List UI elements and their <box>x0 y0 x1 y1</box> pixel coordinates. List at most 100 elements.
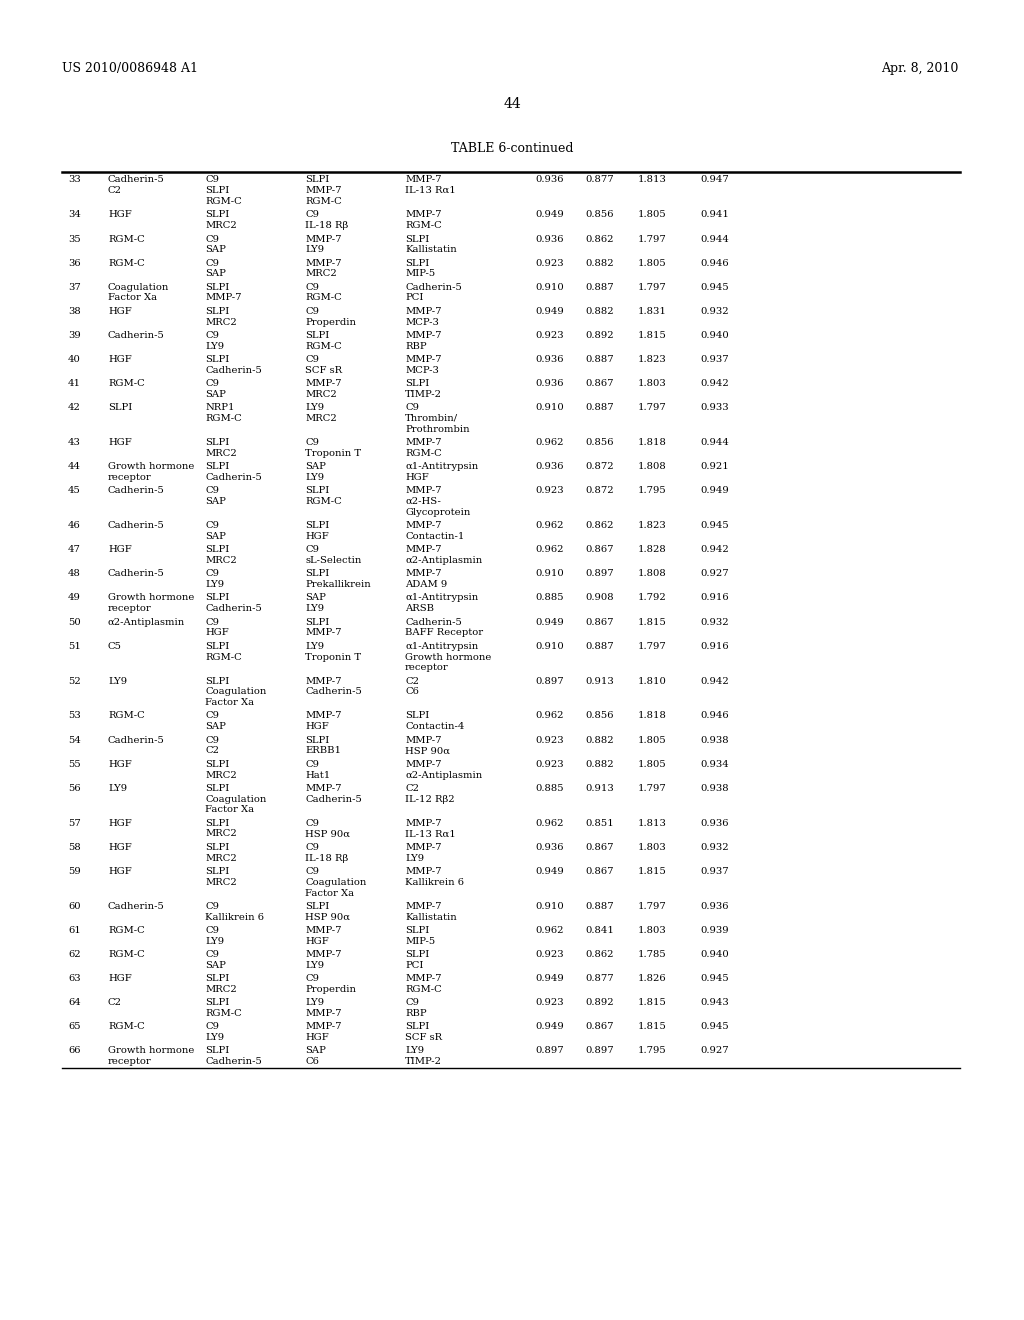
Text: 0.927: 0.927 <box>700 569 729 578</box>
Text: RGM-C: RGM-C <box>305 293 342 302</box>
Text: Growth hormone: Growth hormone <box>108 594 195 602</box>
Text: MRC2: MRC2 <box>205 771 237 780</box>
Text: HGF: HGF <box>108 355 132 364</box>
Text: C9: C9 <box>205 569 219 578</box>
Text: MRC2: MRC2 <box>305 414 337 422</box>
Text: LY9: LY9 <box>108 677 127 685</box>
Text: 0.942: 0.942 <box>700 545 729 554</box>
Text: SAP: SAP <box>205 532 226 541</box>
Text: C2: C2 <box>406 677 419 685</box>
Text: C9: C9 <box>305 760 319 768</box>
Text: 0.937: 0.937 <box>700 867 729 876</box>
Text: 0.910: 0.910 <box>535 569 564 578</box>
Text: C9: C9 <box>305 210 319 219</box>
Text: Prekallikrein: Prekallikrein <box>305 581 371 589</box>
Text: 0.841: 0.841 <box>585 925 613 935</box>
Text: 1.815: 1.815 <box>638 331 667 339</box>
Text: α2-Antiplasmin: α2-Antiplasmin <box>406 771 482 780</box>
Text: 0.947: 0.947 <box>700 176 729 185</box>
Text: SCF sR: SCF sR <box>305 366 342 375</box>
Text: 38: 38 <box>68 306 81 315</box>
Text: Kallikrein 6: Kallikrein 6 <box>406 878 464 887</box>
Text: 0.923: 0.923 <box>535 331 563 339</box>
Text: Factor Xa: Factor Xa <box>305 888 354 898</box>
Text: SCF sR: SCF sR <box>406 1034 442 1041</box>
Text: 1.815: 1.815 <box>638 867 667 876</box>
Text: SLPI: SLPI <box>205 210 229 219</box>
Text: ERBB1: ERBB1 <box>305 746 341 755</box>
Text: MIP-5: MIP-5 <box>406 269 435 279</box>
Text: RGM-C: RGM-C <box>108 711 144 721</box>
Text: 43: 43 <box>68 438 81 447</box>
Text: MMP-7: MMP-7 <box>406 842 441 851</box>
Text: LY9: LY9 <box>205 342 224 351</box>
Text: 44: 44 <box>68 462 81 471</box>
Text: 0.892: 0.892 <box>585 998 613 1007</box>
Text: LY9: LY9 <box>305 246 325 255</box>
Text: 0.941: 0.941 <box>700 210 729 219</box>
Text: receptor: receptor <box>108 605 152 614</box>
Text: Cadherin-5: Cadherin-5 <box>305 795 361 804</box>
Text: US 2010/0086948 A1: US 2010/0086948 A1 <box>62 62 198 75</box>
Text: 1.818: 1.818 <box>638 438 667 447</box>
Text: SLPI: SLPI <box>205 306 229 315</box>
Text: 0.936: 0.936 <box>535 842 563 851</box>
Text: LY9: LY9 <box>305 642 325 651</box>
Text: 42: 42 <box>68 403 81 412</box>
Text: HGF: HGF <box>406 473 429 482</box>
Text: C9: C9 <box>305 974 319 983</box>
Text: SLPI: SLPI <box>108 403 132 412</box>
Text: 0.897: 0.897 <box>585 569 613 578</box>
Text: 0.936: 0.936 <box>535 235 563 243</box>
Text: Cadherin-5: Cadherin-5 <box>108 521 165 531</box>
Text: C9: C9 <box>305 545 319 554</box>
Text: 0.862: 0.862 <box>585 235 613 243</box>
Text: LY9: LY9 <box>406 1047 424 1056</box>
Text: 0.944: 0.944 <box>700 235 729 243</box>
Text: 1.805: 1.805 <box>638 210 667 219</box>
Text: Apr. 8, 2010: Apr. 8, 2010 <box>881 62 958 75</box>
Text: C9: C9 <box>305 842 319 851</box>
Text: RGM-C: RGM-C <box>406 985 441 994</box>
Text: Contactin-1: Contactin-1 <box>406 532 464 541</box>
Text: 0.913: 0.913 <box>585 784 613 793</box>
Text: RGM-C: RGM-C <box>108 950 144 960</box>
Text: ADAM 9: ADAM 9 <box>406 581 447 589</box>
Text: Troponin T: Troponin T <box>305 652 361 661</box>
Text: 0.913: 0.913 <box>585 677 613 685</box>
Text: 1.828: 1.828 <box>638 545 667 554</box>
Text: 0.923: 0.923 <box>535 735 563 744</box>
Text: 44: 44 <box>503 96 521 111</box>
Text: SLPI: SLPI <box>305 486 330 495</box>
Text: RGM-C: RGM-C <box>108 259 144 268</box>
Text: 0.936: 0.936 <box>700 902 728 911</box>
Text: RGM-C: RGM-C <box>305 498 342 506</box>
Text: 0.936: 0.936 <box>535 462 563 471</box>
Text: MMP-7: MMP-7 <box>406 486 441 495</box>
Text: 0.916: 0.916 <box>700 594 729 602</box>
Text: MMP-7: MMP-7 <box>406 760 441 768</box>
Text: α1-Antitrypsin: α1-Antitrypsin <box>406 462 478 471</box>
Text: C9: C9 <box>305 282 319 292</box>
Text: 52: 52 <box>68 677 81 685</box>
Text: Cadherin-5: Cadherin-5 <box>108 331 165 339</box>
Text: C9: C9 <box>205 379 219 388</box>
Text: MCP-3: MCP-3 <box>406 318 439 326</box>
Text: 0.921: 0.921 <box>700 462 729 471</box>
Text: Coagulation: Coagulation <box>305 878 367 887</box>
Text: C5: C5 <box>108 642 122 651</box>
Text: HSP 90α: HSP 90α <box>305 912 350 921</box>
Text: 0.897: 0.897 <box>535 1047 563 1056</box>
Text: 0.937: 0.937 <box>700 355 729 364</box>
Text: LY9: LY9 <box>305 605 325 614</box>
Text: 55: 55 <box>68 760 81 768</box>
Text: 0.933: 0.933 <box>700 403 729 412</box>
Text: Contactin-4: Contactin-4 <box>406 722 464 731</box>
Text: 0.949: 0.949 <box>535 306 564 315</box>
Text: RGM-C: RGM-C <box>108 235 144 243</box>
Text: MMP-7: MMP-7 <box>406 355 441 364</box>
Text: 0.867: 0.867 <box>585 842 613 851</box>
Text: SAP: SAP <box>205 269 226 279</box>
Text: MRC2: MRC2 <box>305 269 337 279</box>
Text: 0.856: 0.856 <box>585 711 613 721</box>
